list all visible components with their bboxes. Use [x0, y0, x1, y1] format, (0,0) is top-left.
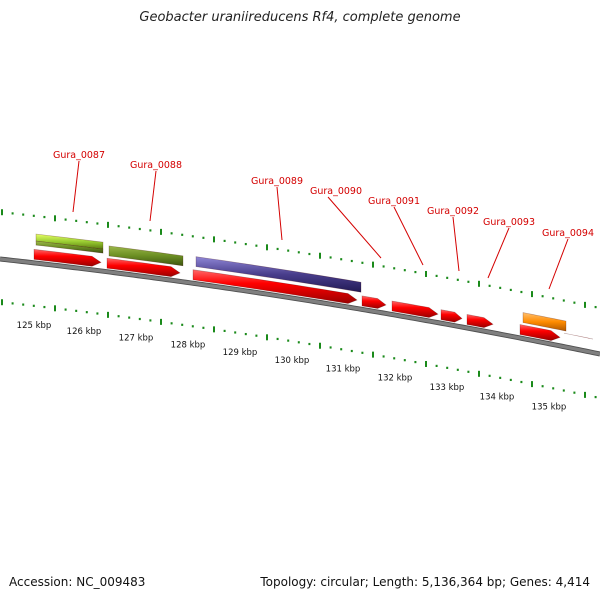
- gene-leader-line: [452, 216, 460, 272]
- gene-label: Gura_0091: [368, 196, 420, 207]
- gene-label: Gura_0088: [130, 160, 182, 171]
- gene-feature-bar: [195, 256, 362, 293]
- kbp-tick-label: 132 kbp: [378, 373, 413, 383]
- accession-text: Accession: NC_009483: [9, 575, 146, 589]
- genome-summary-text: Topology: circular; Length: 5,136,364 bp…: [260, 575, 590, 589]
- feature-layer: [33, 233, 594, 341]
- cds-arrow: [361, 295, 387, 309]
- kbp-tick-label: 134 kbp: [480, 392, 515, 402]
- tick-layer: [1, 209, 597, 399]
- kbp-tick-label: 135 kbp: [532, 403, 567, 413]
- gene-leader-line: [548, 238, 569, 290]
- cds-arrow: [466, 314, 494, 328]
- gene-leader-line: [72, 160, 80, 213]
- cds-arrow: [391, 300, 439, 318]
- cds-arrow: [440, 309, 463, 323]
- gene-leader-line: [393, 206, 424, 266]
- gene-feature-bar: [35, 240, 104, 254]
- gene-leader-line: [487, 227, 510, 279]
- kbp-tick-label: 125 kbp: [17, 321, 52, 331]
- gene-label: Gura_0087: [53, 150, 105, 161]
- gene-leader-line: [149, 170, 157, 222]
- kbp-tick-label: 127 kbp: [119, 334, 154, 344]
- kbp-tick-label: 131 kbp: [326, 365, 361, 375]
- kbp-tick-label: 128 kbp: [171, 341, 206, 351]
- gene-label: Gura_0090: [310, 186, 362, 197]
- genome-backbone-highlight: [0, 257, 600, 356]
- gene-feature-bar: [108, 245, 184, 267]
- backbone-layer: [0, 256, 600, 357]
- cds-arrow: [33, 248, 102, 267]
- gene-label: Gura_0089: [251, 176, 303, 187]
- gene-label: Gura_0093: [483, 217, 535, 228]
- kbp-tick-label: 130 kbp: [275, 356, 310, 366]
- gene-leader-line: [276, 186, 283, 241]
- cds-arrow: [563, 332, 594, 340]
- label-layer: 125 kbp 126 kbp 127 kbp 128 kbp 129 kbp 130 k…: [17, 150, 594, 413]
- cds-arrow: [106, 257, 181, 277]
- cds-arrow: [192, 269, 358, 304]
- cds-arrow: [519, 324, 561, 341]
- kbp-tick-label: 129 kbp: [223, 348, 258, 358]
- gene-label: Gura_0094: [542, 228, 594, 239]
- kbp-tick-label: 133 kbp: [430, 383, 465, 393]
- gene-label: Gura_0092: [427, 206, 479, 217]
- gene-feature-bar: [522, 312, 567, 332]
- gene-leader-line: [327, 196, 382, 259]
- map-title: Geobacter uraniireducens Rf4, complete g…: [139, 10, 461, 25]
- kbp-tick-label: 126 kbp: [67, 327, 102, 337]
